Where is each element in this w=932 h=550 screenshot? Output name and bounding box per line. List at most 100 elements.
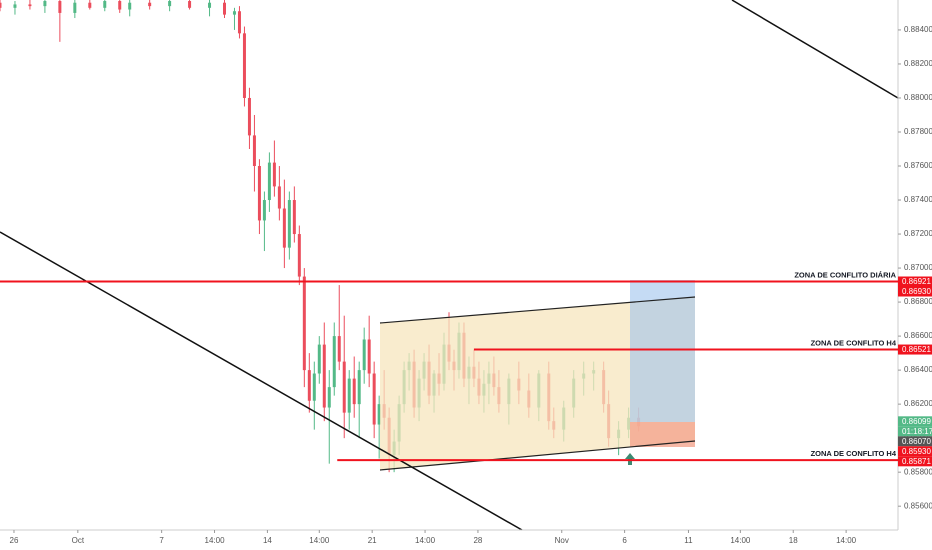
y-tick-label: 0.86800 (904, 297, 932, 306)
x-tick-label: 14:00 (730, 536, 751, 545)
zone-label: ZONA DE CONFLITO H4 (811, 449, 897, 458)
candle-body (357, 370, 361, 405)
y-tick-label: 0.86400 (904, 365, 932, 374)
candle-body (282, 208, 286, 248)
x-tick-label: 14 (263, 536, 272, 545)
x-tick-label: 11 (684, 536, 693, 545)
candle-body (272, 162, 276, 187)
y-tick-label: 0.87600 (904, 161, 932, 170)
x-tick-label: 6 (622, 536, 627, 545)
price-tag-label: 0.86930 (902, 287, 931, 296)
candle-body (118, 1, 122, 10)
y-tick-label: 0.87400 (904, 195, 932, 204)
candle-body (148, 2, 152, 7)
y-tick-label: 0.87200 (904, 229, 932, 238)
candle-body (58, 1, 62, 13)
channel-bottom (379, 440, 696, 471)
candle-body (262, 200, 266, 221)
countdown-tag (898, 426, 932, 437)
drawings (0, 0, 899, 531)
candle-body (28, 4, 32, 7)
channel-top (379, 296, 696, 324)
price-tag (898, 446, 932, 457)
zone-label: ZONA DE CONFLITO H4 (811, 339, 897, 348)
candle-body (342, 361, 346, 413)
y-tick-label: 0.87800 (904, 127, 932, 136)
candle-body (88, 2, 92, 8)
candle-body (188, 1, 192, 8)
candle-body (43, 1, 47, 7)
price-tag-label: 0.86521 (902, 345, 931, 354)
candle-body (103, 1, 107, 8)
x-tick-label: 14:00 (309, 536, 330, 545)
x-tick-label: Oct (72, 536, 85, 545)
candle-body (312, 373, 316, 401)
buy-arrow (625, 453, 635, 465)
y-tick-label: 0.88000 (904, 93, 932, 102)
target-box (630, 280, 695, 422)
y-tick-label: 0.88400 (904, 25, 932, 34)
price-tag-label: 0.85871 (902, 457, 931, 466)
candle-body (223, 2, 226, 15)
y-tick-label: 0.87000 (904, 263, 932, 272)
x-tick-label: 21 (368, 536, 377, 545)
candle-body (287, 200, 291, 248)
price-tag (898, 276, 932, 287)
candle-body (277, 186, 281, 209)
candle-body (237, 11, 241, 34)
y-tick-label: 0.88200 (904, 59, 932, 68)
candle-body (362, 339, 366, 371)
x-tick-label: 28 (473, 536, 482, 545)
candle-body (0, 2, 2, 8)
channel-fill (380, 297, 695, 470)
countdown-label: 01:18:17 (902, 427, 932, 436)
candle-body (297, 234, 301, 277)
trend-line (731, 0, 899, 99)
price-tag (898, 286, 932, 297)
candle-body (322, 344, 326, 408)
price-tag-label: 0.85930 (902, 447, 931, 456)
candle-body (247, 97, 251, 136)
candle-body (367, 339, 371, 374)
y-tick-label: 0.85600 (904, 501, 932, 510)
candle-body (317, 344, 321, 374)
candle-body (267, 162, 271, 201)
y-tick-label: 0.86200 (904, 399, 932, 408)
x-tick-label: 18 (789, 536, 798, 545)
zone-label: ZONA DE CONFLITO DIÁRIA (794, 270, 896, 279)
x-tick-label: Nov (555, 536, 569, 545)
candle-body (73, 2, 77, 13)
candle-body (347, 378, 351, 413)
candle-body (208, 2, 212, 8)
candle-body (242, 33, 246, 98)
candle-body (13, 4, 17, 8)
candle-body (352, 378, 356, 405)
candle-body (292, 200, 296, 235)
candle-body (302, 276, 306, 371)
y-tick-label: 0.86600 (904, 331, 932, 340)
x-tick-label: 7 (159, 536, 164, 545)
price-tag-label: 0.86070 (902, 437, 931, 446)
candle-body (232, 11, 236, 15)
candle-body (332, 336, 336, 388)
candle-body (128, 2, 132, 10)
price-tag (898, 344, 932, 355)
price-tag (898, 436, 932, 447)
stop-box (630, 422, 695, 447)
x-tick-label: 26 (10, 536, 19, 545)
x-tick-label: 14:00 (415, 536, 436, 545)
candle-body (252, 135, 256, 167)
price-tag-label: 0.86921 (902, 277, 931, 286)
candle-body (327, 387, 331, 408)
x-tick-label: 14:00 (205, 536, 226, 545)
candle-body (257, 166, 261, 221)
price-tag (898, 416, 932, 427)
candle-body (337, 336, 341, 362)
x-tick-label: 14:00 (836, 536, 857, 545)
price-tag (898, 456, 932, 467)
price-tag-label: 0.86099 (902, 417, 931, 426)
candle-body (307, 370, 311, 401)
candle-body (372, 373, 376, 425)
